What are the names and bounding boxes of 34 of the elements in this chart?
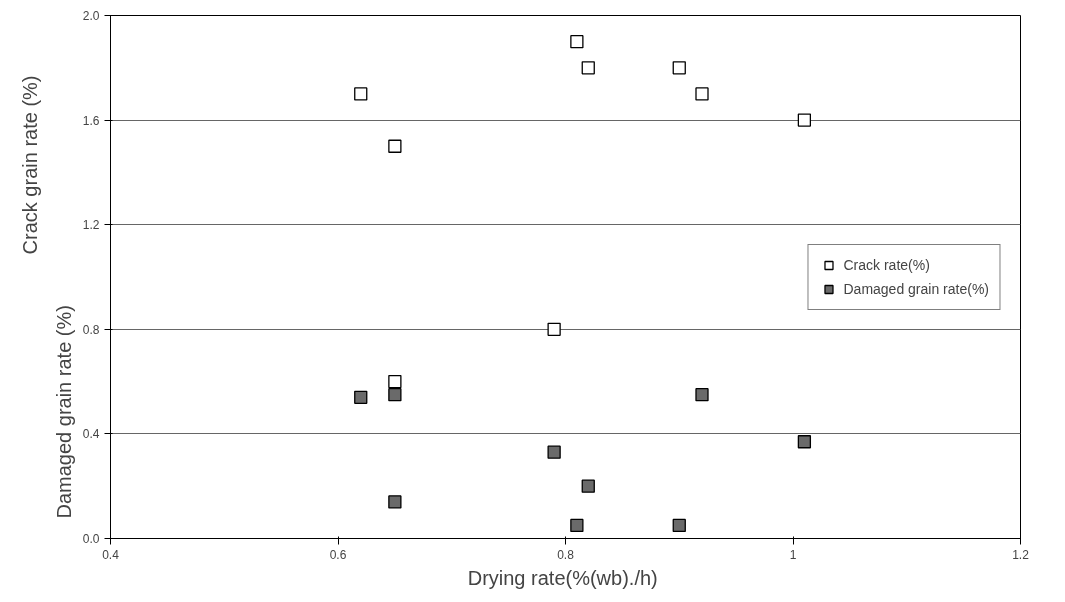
y-tick-label: 1.6 (82, 113, 100, 128)
y-tick-label: 0.0 (82, 532, 100, 546)
point (354, 87, 368, 101)
point (547, 322, 561, 336)
y-axis-title: Damaged grain rate (%) (52, 305, 75, 519)
point (581, 479, 595, 493)
point (695, 87, 709, 101)
point (547, 445, 561, 459)
point (695, 388, 709, 402)
legend-label: Damaged grain rate(%) (843, 280, 989, 297)
x-tick-label: 0.4 (102, 547, 120, 562)
point (672, 518, 686, 533)
point (581, 61, 595, 75)
text: Crack grain rate (%) (18, 75, 41, 255)
point (797, 435, 812, 449)
x-tick-label: 0.8 (557, 547, 575, 562)
y-tick-label: 1.2 (82, 218, 100, 233)
point (797, 113, 812, 127)
point (388, 388, 402, 402)
y-tick-label: 2.0 (82, 9, 100, 23)
y-tick-label: 0.8 (82, 322, 100, 337)
x-tick-label: 1.2 (1012, 547, 1030, 562)
point (570, 35, 584, 49)
x-axis-title: Drying rate(%(wb)./h) (467, 566, 658, 589)
legend-label: Crack rate(%) (843, 256, 930, 273)
point (570, 518, 584, 533)
point (672, 61, 686, 75)
point (388, 139, 402, 153)
point (388, 495, 402, 509)
point (388, 374, 402, 389)
y-tick-label: 0.4 (82, 427, 100, 442)
point (354, 390, 368, 404)
x-tick-label: 1 (789, 547, 797, 562)
x-tick-label: 0.6 (329, 547, 347, 562)
